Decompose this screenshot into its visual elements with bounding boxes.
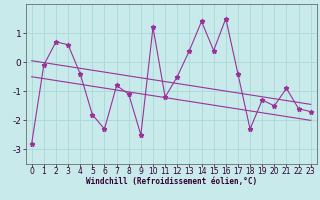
X-axis label: Windchill (Refroidissement éolien,°C): Windchill (Refroidissement éolien,°C) (86, 177, 257, 186)
